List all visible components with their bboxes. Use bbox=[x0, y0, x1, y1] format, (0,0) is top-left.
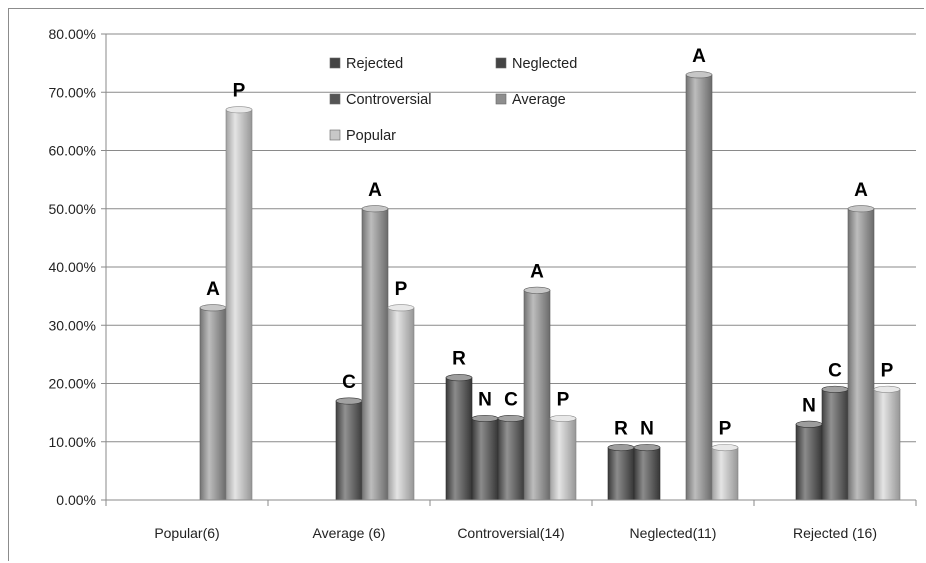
legend-label: Average bbox=[512, 92, 566, 108]
y-tick-label: 60.00% bbox=[49, 143, 96, 159]
x-tick-label: Average (6) bbox=[313, 525, 386, 541]
bar-popular bbox=[873, 385, 901, 501]
bar-data-label: P bbox=[557, 389, 570, 410]
bar-neglected bbox=[471, 414, 499, 501]
bar-data-label: A bbox=[206, 279, 220, 300]
legend-swatch bbox=[495, 57, 507, 69]
y-tick-label: 20.00% bbox=[49, 376, 96, 392]
legend-label: Neglected bbox=[512, 56, 577, 72]
bar-data-label: R bbox=[614, 419, 628, 440]
bar-data-label: P bbox=[233, 81, 246, 102]
bar-popular bbox=[549, 414, 577, 501]
x-tick-label: Rejected (16) bbox=[793, 525, 877, 541]
legend-item-popular: Popular bbox=[329, 128, 396, 144]
bar-average bbox=[523, 286, 551, 501]
bar-average bbox=[685, 71, 713, 501]
y-tick-label: 80.00% bbox=[49, 26, 96, 42]
x-axis: Popular(6) Average (6) Controversial(14) Ne… bbox=[105, 499, 917, 541]
bar-rejected bbox=[445, 374, 473, 501]
bar-rejected bbox=[607, 444, 635, 501]
y-tick-label: 70.00% bbox=[49, 84, 96, 100]
legend-swatch bbox=[329, 57, 341, 69]
x-tick-label: Neglected(11) bbox=[630, 525, 717, 541]
bar-data-label: C bbox=[828, 360, 842, 381]
bar-data-label: A bbox=[692, 46, 706, 67]
legend-label: Controversial bbox=[346, 92, 431, 108]
y-tick-label: 0.00% bbox=[56, 492, 96, 508]
bar-data-label: C bbox=[342, 372, 356, 393]
bar-data-label: N bbox=[478, 389, 492, 410]
y-tick-label: 50.00% bbox=[49, 201, 96, 217]
legend-swatch bbox=[329, 93, 341, 105]
legend-label: Popular bbox=[346, 128, 396, 144]
legend-item-average: Average bbox=[495, 92, 566, 108]
bar-average bbox=[847, 205, 875, 501]
bar-popular bbox=[225, 106, 253, 501]
bar-neglected bbox=[633, 444, 661, 501]
bar-average bbox=[361, 205, 389, 501]
bar-data-label: P bbox=[719, 419, 732, 440]
bar-data-label: P bbox=[395, 279, 408, 300]
bar-data-label: A bbox=[854, 180, 868, 201]
x-tick-label: Controversial(14) bbox=[457, 525, 564, 541]
bar-data-label: N bbox=[802, 395, 816, 416]
y-tick-label: 10.00% bbox=[49, 434, 96, 450]
chart-frame bbox=[8, 8, 924, 561]
bar-data-label: A bbox=[530, 261, 544, 282]
bar-average bbox=[199, 304, 227, 501]
bar-controversial bbox=[335, 397, 363, 501]
legend-item-neglected: Neglected bbox=[495, 56, 577, 72]
bar-data-label: P bbox=[881, 360, 894, 381]
legend-item-controversial: Controversial bbox=[329, 92, 431, 108]
bars bbox=[199, 71, 901, 501]
legend-item-rejected: Rejected bbox=[329, 56, 403, 72]
y-tick-label: 30.00% bbox=[49, 317, 96, 333]
bar-data-label: R bbox=[452, 349, 466, 370]
bar-controversial bbox=[821, 385, 849, 501]
legend: Rejected Neglected Controversial Average Pop… bbox=[329, 56, 577, 144]
y-tick-label: 40.00% bbox=[49, 259, 96, 275]
bar-controversial bbox=[497, 414, 525, 501]
bar-data-label: C bbox=[504, 389, 518, 410]
bar-neglected bbox=[795, 420, 823, 501]
x-tick-label: Popular(6) bbox=[154, 525, 219, 541]
bar-popular bbox=[387, 304, 415, 501]
y-axis: 0.00% 10.00% 20.00% 30.00% 40.00% 50.00% 60.00… bbox=[49, 26, 107, 508]
bar-popular bbox=[711, 444, 739, 501]
bar-data-label: N bbox=[640, 419, 654, 440]
legend-swatch bbox=[329, 129, 341, 141]
legend-swatch bbox=[495, 93, 507, 105]
bar-data-label: A bbox=[368, 180, 382, 201]
legend-label: Rejected bbox=[346, 56, 403, 72]
